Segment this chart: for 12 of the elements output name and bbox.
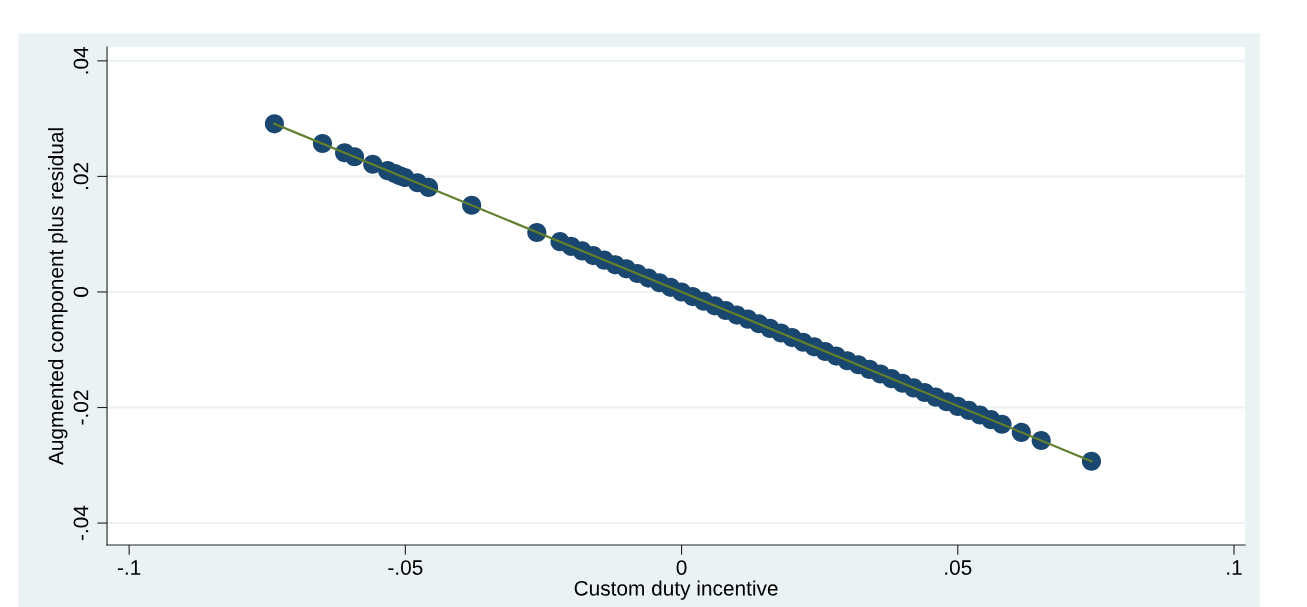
y-tick-label: .02 [73, 162, 89, 189]
x-tick-label: .1 [1227, 560, 1242, 575]
x-tick-label: -.05 [388, 560, 423, 575]
y-tick-label: 0 [73, 286, 89, 297]
x-tick-label: .05 [945, 560, 972, 575]
x-axis-title: Custom duty incentive [574, 580, 778, 600]
y-tick-label: -.04 [73, 505, 89, 541]
y-axis-title: Augmented component plus residual [48, 128, 68, 466]
x-tick-label: 0 [676, 560, 687, 575]
y-tick-label: -.02 [73, 390, 89, 425]
x-tick-label: -.1 [117, 560, 141, 575]
y-tick-label: .04 [73, 46, 89, 74]
